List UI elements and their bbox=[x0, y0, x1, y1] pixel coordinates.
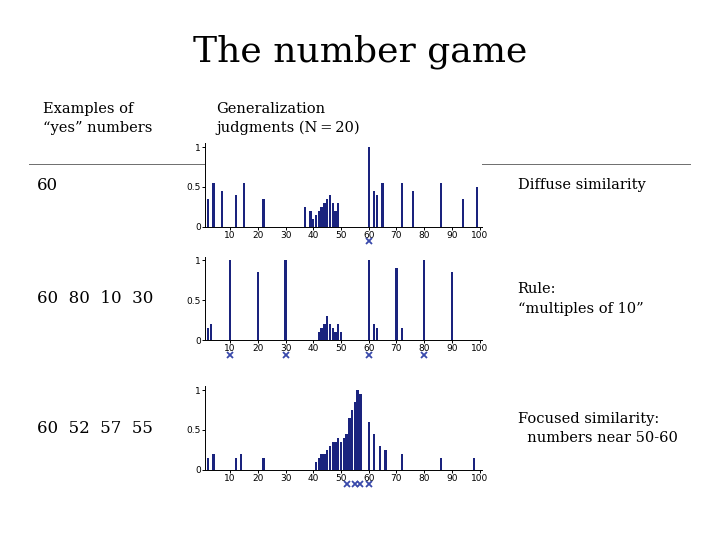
Bar bbox=[451, 273, 453, 340]
Text: Diffuse similarity: Diffuse similarity bbox=[518, 178, 645, 192]
Bar bbox=[262, 199, 264, 227]
Bar bbox=[401, 328, 403, 340]
Bar bbox=[337, 324, 339, 340]
Bar bbox=[346, 434, 348, 470]
Bar bbox=[304, 207, 306, 227]
Bar bbox=[323, 324, 325, 340]
Bar bbox=[376, 195, 378, 227]
Bar bbox=[348, 418, 351, 470]
Bar bbox=[440, 458, 442, 470]
Bar bbox=[312, 219, 315, 227]
Bar bbox=[326, 199, 328, 227]
Bar bbox=[423, 260, 426, 340]
Bar bbox=[337, 438, 339, 470]
Bar bbox=[318, 458, 320, 470]
Bar bbox=[323, 203, 325, 227]
Bar bbox=[382, 183, 384, 227]
Bar bbox=[320, 454, 323, 470]
Bar bbox=[331, 442, 334, 470]
Text: 60  52  57  55: 60 52 57 55 bbox=[37, 420, 153, 437]
Bar bbox=[351, 410, 354, 470]
Bar bbox=[329, 446, 331, 470]
Text: The number game: The number game bbox=[193, 34, 527, 69]
Text: 60  80  10  30: 60 80 10 30 bbox=[37, 291, 153, 307]
Bar bbox=[329, 195, 331, 227]
Bar bbox=[379, 446, 381, 470]
Bar bbox=[368, 147, 370, 227]
Bar bbox=[440, 183, 442, 227]
Bar bbox=[356, 390, 359, 470]
Bar bbox=[476, 187, 478, 227]
Text: Rule:
“multiples of 10”: Rule: “multiples of 10” bbox=[518, 282, 643, 315]
Bar bbox=[318, 211, 320, 227]
Bar bbox=[212, 183, 215, 227]
Bar bbox=[334, 211, 337, 227]
Bar bbox=[235, 458, 237, 470]
Bar bbox=[323, 454, 325, 470]
Text: Examples of
“yes” numbers: Examples of “yes” numbers bbox=[43, 103, 153, 135]
Bar bbox=[359, 394, 361, 470]
Bar bbox=[207, 328, 209, 340]
Bar bbox=[395, 268, 397, 340]
Bar bbox=[212, 454, 215, 470]
Bar bbox=[318, 332, 320, 340]
Bar bbox=[207, 199, 209, 227]
Bar bbox=[257, 273, 259, 340]
Bar bbox=[473, 458, 475, 470]
Bar bbox=[207, 458, 209, 470]
Bar bbox=[329, 324, 331, 340]
Bar bbox=[340, 332, 342, 340]
Text: Generalization
judgments (N = 20): Generalization judgments (N = 20) bbox=[216, 103, 359, 136]
Bar bbox=[262, 458, 264, 470]
Text: Focused similarity:
  numbers near 50-60: Focused similarity: numbers near 50-60 bbox=[518, 411, 678, 445]
Bar bbox=[315, 462, 318, 470]
Bar bbox=[368, 422, 370, 470]
Bar bbox=[401, 183, 403, 227]
Bar bbox=[334, 442, 337, 470]
Bar bbox=[412, 191, 414, 227]
Bar bbox=[240, 454, 243, 470]
Bar bbox=[376, 328, 378, 340]
Bar bbox=[220, 191, 223, 227]
Bar bbox=[331, 328, 334, 340]
Bar bbox=[334, 332, 337, 340]
Bar bbox=[462, 199, 464, 227]
Bar bbox=[373, 324, 375, 340]
Bar bbox=[320, 328, 323, 340]
Bar bbox=[343, 438, 345, 470]
Bar bbox=[331, 203, 334, 227]
Bar bbox=[243, 183, 246, 227]
Bar bbox=[210, 324, 212, 340]
Bar bbox=[384, 450, 387, 470]
Bar bbox=[340, 442, 342, 470]
Bar bbox=[235, 195, 237, 227]
Bar bbox=[229, 260, 231, 340]
Bar bbox=[373, 434, 375, 470]
Bar bbox=[354, 402, 356, 470]
Bar bbox=[315, 215, 318, 227]
Bar bbox=[326, 450, 328, 470]
Bar bbox=[326, 316, 328, 340]
Bar bbox=[368, 260, 370, 340]
Bar bbox=[310, 211, 312, 227]
Bar bbox=[284, 260, 287, 340]
Bar bbox=[320, 207, 323, 227]
Bar bbox=[337, 203, 339, 227]
Bar bbox=[373, 191, 375, 227]
Bar bbox=[401, 454, 403, 470]
Text: 60: 60 bbox=[37, 177, 58, 194]
